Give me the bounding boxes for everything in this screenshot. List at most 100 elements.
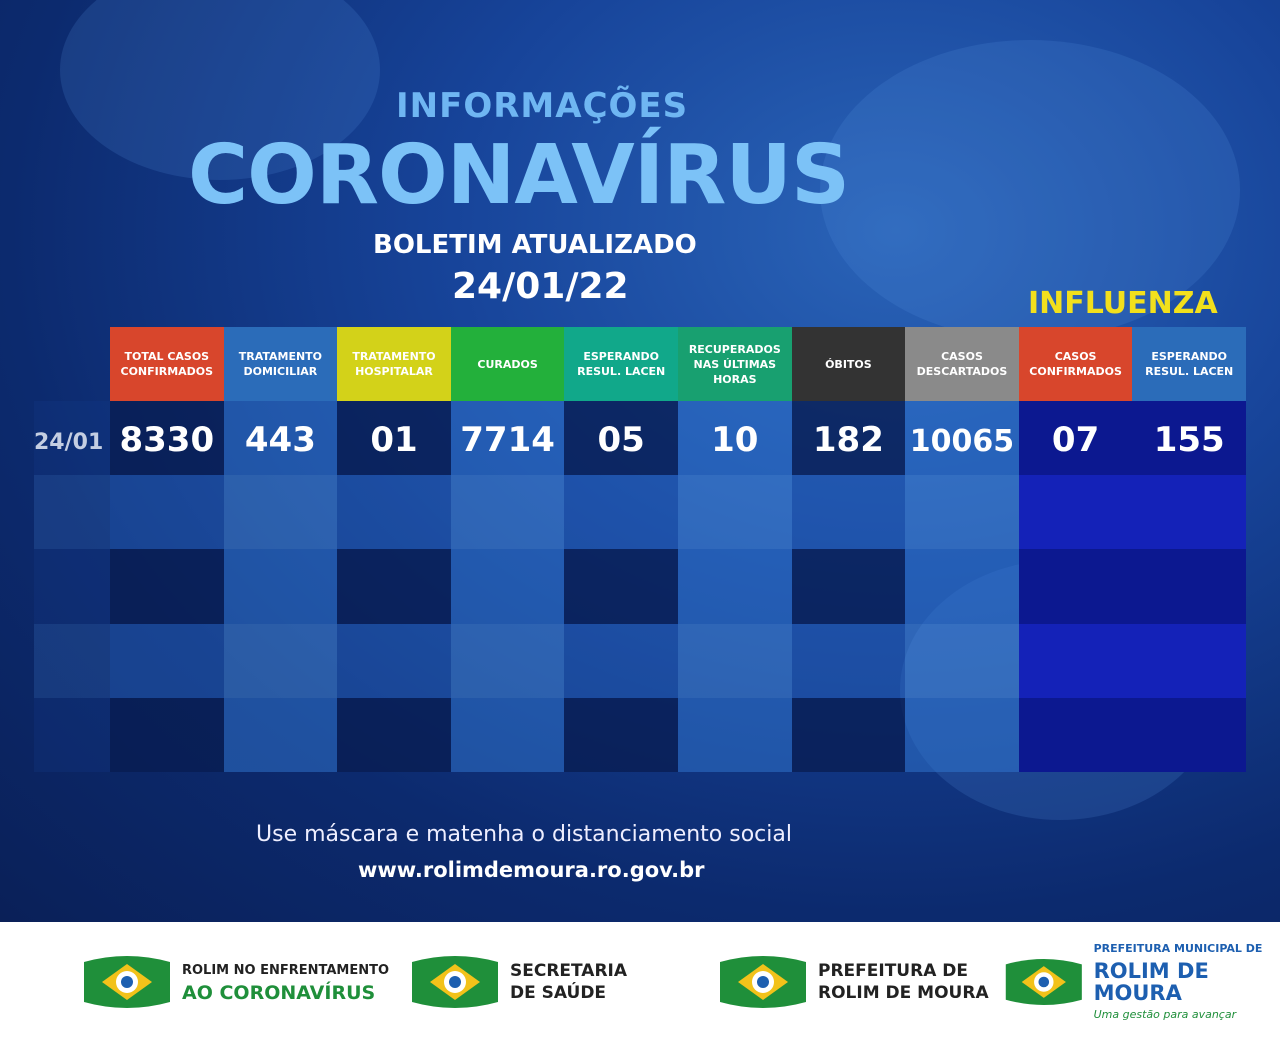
cell-bg (337, 549, 451, 624)
column-header: TRATAMENTO HOSPITALAR (337, 327, 451, 401)
cell-bg (34, 401, 110, 476)
logo-line: PREFEITURA MUNICIPAL DE (1093, 942, 1263, 955)
logo-line: ROLIM NO ENFRENTAMENTO (182, 963, 390, 978)
cell-bg (223, 697, 338, 772)
cell-bg (337, 623, 451, 698)
influenza-label: INFLUENZA (1028, 286, 1218, 321)
cell-bg (34, 697, 110, 772)
column-header: ESPERANDO RESUL. LACEN (564, 327, 678, 401)
value: 155 (1153, 420, 1225, 460)
cell-bg (34, 623, 110, 698)
logo-line: SECRETARIA (510, 961, 628, 981)
cell-bg (337, 401, 451, 476)
cell-bg (110, 697, 224, 772)
cell-bg (905, 475, 1019, 550)
logo-line: Uma gestão para avançar (1093, 1008, 1237, 1021)
header-line: CURADOS (477, 357, 538, 371)
cell-bg (678, 549, 792, 624)
header-line: DOMICILIAR (243, 365, 318, 378)
cell-bg (1132, 475, 1246, 550)
cell-bg (678, 401, 792, 476)
cell-bg (110, 549, 224, 624)
column-header: RECUPERADOS NAS ÚLTIMAS HORAS (678, 327, 792, 401)
cell-bg (905, 623, 1019, 698)
column-header: CASOS DESCARTADOS (905, 327, 1019, 401)
bulletin: BOLETIM ATUALIZADO (373, 230, 697, 260)
cell-bg (450, 697, 565, 772)
cell-bg (223, 401, 338, 476)
logo-text: SECRETARIA DE SAÚDE (510, 960, 627, 1004)
value: 182 (812, 420, 884, 460)
header-line: ESPERANDO (1151, 350, 1228, 363)
cell-bg (223, 475, 338, 550)
cell-bg (564, 623, 678, 698)
header-line: RESUL. LACEN (577, 365, 666, 378)
cell-bg (450, 475, 565, 550)
message: Use máscara e matenha o distanciamento s… (256, 822, 792, 847)
value: 01 (370, 420, 418, 460)
header-line: CONFIRMADOS (120, 365, 214, 378)
column-header: ESPERANDO RESUL. LACEN (1132, 327, 1246, 401)
banner: INFORMAÇÕES CORONAVÍRUS BOLETIM ATUALIZA… (0, 0, 1280, 922)
column-header: TRATAMENTO DOMICILIAR (223, 327, 338, 401)
header-line: DESCARTADOS (916, 365, 1008, 378)
title: CORONAVÍRUS (188, 128, 850, 223)
column-header: ÓBITOS (791, 327, 906, 401)
cell-bg (1132, 697, 1246, 772)
value: 8330 (119, 420, 215, 460)
header-line: ÓBITOS (825, 357, 872, 371)
row-label: 24/01 (34, 430, 104, 455)
cell-bg (1018, 549, 1133, 624)
cell-bg (337, 475, 451, 550)
cell-bg (450, 623, 565, 698)
subtitle: INFORMAÇÕES (396, 86, 689, 126)
value: 7714 (460, 420, 555, 460)
cell-bg (905, 549, 1019, 624)
value: 10065 (909, 424, 1015, 459)
cell-bg (223, 623, 338, 698)
header-line: RESUL. LACEN (1145, 365, 1234, 378)
logo-line: ROLIM DE MOURA (1093, 959, 1209, 1005)
header-line: TOTAL CASOS (124, 350, 210, 363)
cell-bg (791, 401, 906, 476)
logo-flag (720, 956, 806, 1008)
value: 443 (244, 420, 316, 460)
header-line: NAS ÚLTIMAS (693, 357, 777, 371)
cell-bg (1132, 549, 1246, 624)
cell-bg (678, 623, 792, 698)
logo-line: PREFEITURA DE (818, 961, 969, 981)
header-line: RECUPERADOS (688, 342, 781, 356)
column-header: TOTAL CASOS CONFIRMADOS (110, 327, 224, 401)
decor (60, 0, 380, 180)
cell-bg (905, 401, 1019, 476)
footer: ROLIM NO ENFRENTAMENTO AO CORONAVÍRUS SECR… (0, 922, 1280, 1052)
cell-bg (110, 475, 224, 550)
logo: PREFEITURA MUNICIPAL DE ROLIM DE MOURA Uma… (1004, 942, 1280, 1021)
header-line: CONFIRMADOS (1029, 365, 1122, 378)
cell-bg (905, 697, 1019, 772)
cell-bg (1018, 475, 1133, 550)
header-line: HORAS (713, 372, 757, 386)
logo: ROLIM NO ENFRENTAMENTO AO CORONAVÍRUS (82, 950, 389, 1014)
decor (820, 40, 1240, 340)
logo-flag (412, 956, 498, 1008)
cell-bg (110, 401, 224, 476)
logo-flag (1005, 959, 1082, 1005)
cell-bg (34, 475, 110, 550)
cell-bg (450, 401, 565, 476)
website: www.rolimdemoura.ro.gov.br (358, 858, 705, 882)
cell-bg (1018, 697, 1133, 772)
cell-bg (564, 401, 678, 476)
header-line: CASOS (1054, 350, 1097, 363)
cell-bg (1132, 401, 1246, 476)
logo-line: ROLIM DE MOURA (818, 983, 989, 1003)
cell-bg (1018, 623, 1133, 698)
value: 10 (711, 420, 759, 460)
date: 24/01/22 (452, 266, 629, 307)
column-header: CASOS CONFIRMADOS (1018, 327, 1133, 401)
header-line: HOSPITALAR (355, 365, 433, 378)
header-line: ESPERANDO (583, 350, 660, 363)
cell-bg (791, 623, 906, 698)
cell-bg (564, 697, 678, 772)
